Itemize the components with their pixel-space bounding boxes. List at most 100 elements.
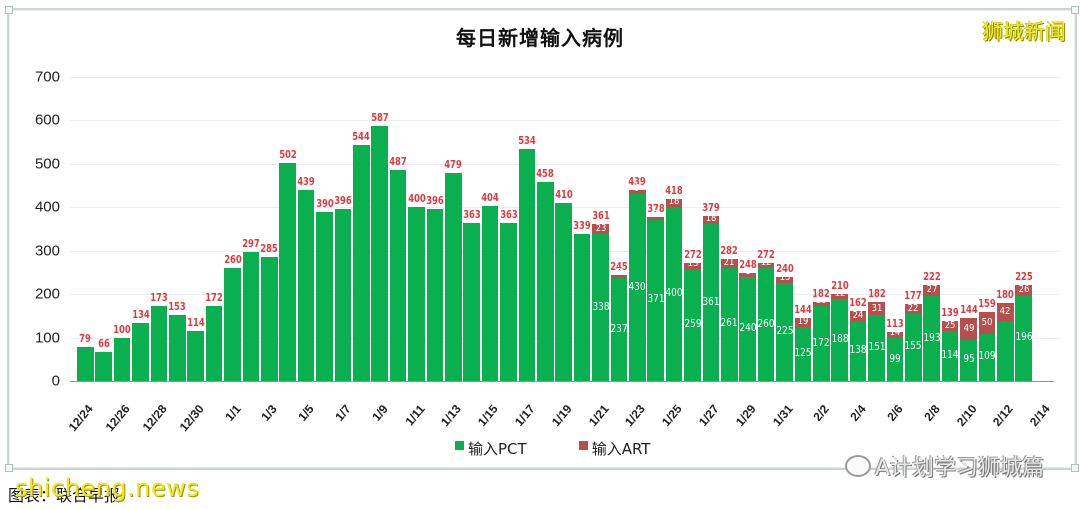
figure-caption: 图表：联合早报	[8, 486, 121, 505]
bar-segment-pct	[647, 219, 664, 381]
total-data-label: 418	[665, 184, 683, 198]
legend-swatch-pct	[455, 441, 464, 450]
bar-1/12	[426, 209, 444, 381]
bar-segment-art	[886, 331, 904, 338]
total-data-label: 113	[886, 316, 904, 330]
bar-1/8	[353, 144, 370, 381]
total-data-label: 458	[536, 167, 555, 181]
bar-1/15	[481, 205, 499, 381]
bar-segment-art	[849, 310, 867, 322]
bar-segment-art	[629, 190, 646, 195]
bar-segment-pct	[500, 223, 517, 381]
bar-1/31	[776, 276, 793, 381]
bar-segment-art	[794, 318, 812, 327]
total-data-label: 361	[591, 209, 610, 223]
resize-handle[interactable]	[1071, 464, 1079, 472]
pct-data-label: 188	[831, 333, 849, 346]
bar-segment-pct	[813, 306, 830, 381]
pct-data-label: 196	[1015, 331, 1033, 344]
bar-12/28	[150, 305, 168, 381]
bar-segment-pct	[408, 207, 425, 381]
bar-segment-pct	[316, 211, 333, 381]
total-data-label: 339	[573, 218, 591, 232]
pct-data-label: 430	[628, 280, 646, 293]
pct-data-label: 237	[610, 322, 628, 335]
bar-segment-pct	[518, 149, 536, 381]
bar-1/4	[279, 162, 296, 381]
bar-1/28	[721, 258, 738, 381]
bar-segment-art	[739, 273, 756, 277]
pct-data-label: 172	[812, 336, 830, 349]
pct-data-label: 361	[702, 295, 720, 308]
bar-1/17	[518, 149, 536, 381]
total-data-label: 400	[407, 192, 426, 206]
pct-data-label: 225	[775, 325, 794, 338]
art-data-label: 49	[963, 323, 974, 335]
bar-segment-art	[923, 284, 940, 297]
legend-item-pct: 输入PCT	[455, 438, 527, 459]
bar-segment-art	[997, 302, 1014, 322]
total-data-label: 177	[904, 289, 923, 303]
art-data-label: 14	[889, 327, 901, 338]
bar-segment-pct	[868, 315, 885, 381]
total-data-label: 272	[757, 247, 775, 261]
bar-12/29	[169, 314, 186, 381]
bar-1/26	[684, 262, 701, 381]
bar-1/7	[334, 209, 352, 381]
bar-segment-pct	[463, 223, 480, 381]
bar-segment-pct	[77, 346, 94, 381]
total-data-label: 544	[352, 129, 371, 143]
bar-segment-pct	[481, 205, 499, 381]
bar-segment-pct	[426, 209, 444, 381]
bar-segment-pct	[279, 162, 296, 381]
bar-segment-pct	[224, 268, 241, 381]
bar-2/3	[831, 294, 848, 381]
bar-1/27	[702, 216, 720, 381]
pct-data-label: 261	[720, 317, 738, 330]
art-data-label: 7	[652, 208, 659, 220]
bar-segment-pct	[537, 182, 554, 381]
pct-data-label: 99	[889, 352, 901, 365]
total-data-label: 240	[775, 261, 794, 275]
bar-2/9	[941, 320, 959, 381]
wechat-icon	[844, 455, 871, 477]
bar-2/4	[849, 310, 867, 381]
pct-data-label: 371	[647, 293, 665, 306]
gridline	[70, 163, 1060, 165]
bar-segment-pct	[886, 338, 904, 381]
resize-handle[interactable]	[5, 464, 13, 472]
resize-handle[interactable]	[5, 6, 13, 14]
pct-data-label: 151	[867, 341, 886, 354]
total-data-label: 248	[738, 258, 757, 272]
pct-data-label: 193	[923, 331, 941, 344]
pct-data-label: 125	[794, 346, 812, 359]
bar-segment-pct	[132, 322, 149, 381]
bar-segment-pct	[610, 278, 628, 381]
pct-data-label: 114	[941, 349, 959, 362]
total-data-label: 396	[426, 194, 444, 208]
bar-1/13	[445, 172, 462, 381]
art-data-label: 21	[723, 256, 735, 268]
art-data-label: 25	[944, 320, 956, 332]
pct-data-label: 155	[904, 340, 922, 353]
y-tick-label: 0	[51, 372, 60, 390]
art-data-label: 23	[595, 223, 606, 235]
total-data-label: 379	[702, 201, 720, 215]
y-tick-label: 500	[34, 155, 60, 173]
art-data-label: 18	[668, 196, 680, 208]
bar-segment-art	[702, 216, 720, 225]
total-data-label: 587	[370, 111, 389, 125]
total-data-label: 390	[315, 196, 334, 210]
bar-segment-art	[757, 262, 775, 269]
bar-2/10	[960, 318, 977, 381]
bar-1/20	[573, 233, 591, 381]
bar-segment-art	[813, 301, 830, 307]
bar-segment-art	[905, 304, 922, 314]
bar-segment-pct	[592, 234, 609, 381]
total-data-label: 139	[941, 305, 959, 319]
wechat-account-name: A计划学习狮城篇	[874, 456, 1044, 481]
resize-handle[interactable]	[1071, 6, 1079, 14]
art-data-label: 50	[981, 316, 993, 328]
gridline	[70, 77, 1060, 78]
legend-label-art: 输入ART	[591, 440, 651, 458]
